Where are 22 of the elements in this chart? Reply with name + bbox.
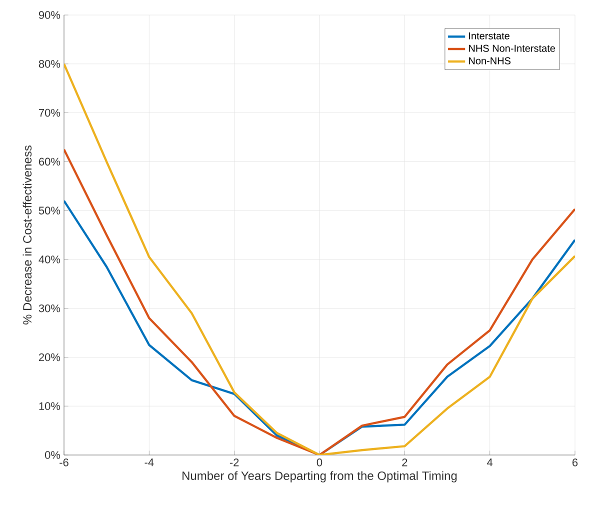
x-tick-label: 6 — [572, 458, 578, 466]
legend-label: Interstate — [469, 32, 510, 40]
x-axis-title: Number of Years Departing from the Optimal Timing — [182, 471, 457, 482]
y-tick-label: 50% — [38, 206, 60, 214]
y-tick-label: 60% — [39, 158, 60, 166]
x-tick-label: -6 — [60, 458, 68, 466]
y-tick-label: 20% — [39, 353, 60, 362]
x-tick-label: 2 — [402, 458, 408, 466]
x-tick-label: -4 — [144, 458, 154, 466]
y-tick-label: 30% — [38, 304, 60, 312]
y-tick-label: 10% — [39, 402, 60, 410]
y-tick-label: 70% — [39, 108, 60, 117]
y-tick-label: 40% — [38, 256, 60, 264]
y-tick-label: 90% — [38, 11, 60, 19]
y-tick-label: 0% — [44, 451, 60, 459]
y-tick-label: 80% — [38, 60, 60, 68]
legend-label: NHS Non-Interstate — [469, 44, 555, 52]
x-tick-label: 0 — [316, 458, 322, 466]
y-axis-title: % Decrease in Cost-effectiveness — [22, 146, 32, 325]
legend-label: Non-NHS — [469, 57, 511, 64]
x-tick-label: -2 — [230, 458, 239, 466]
x-tick-label: 4 — [487, 458, 493, 466]
